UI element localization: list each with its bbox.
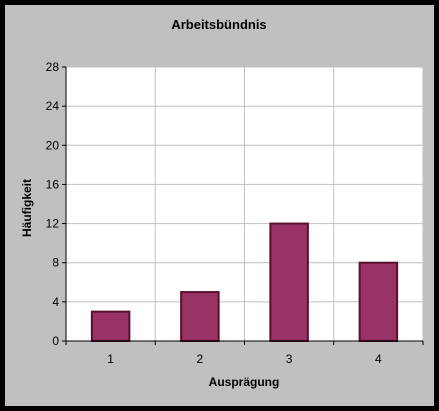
bar-1 bbox=[90, 310, 131, 342]
x-tick-labels: 1 2 3 4 bbox=[107, 352, 382, 366]
y-tick-label: 4 bbox=[52, 295, 59, 309]
x-tick-label: 2 bbox=[197, 352, 204, 366]
y-tick-label: 28 bbox=[46, 60, 60, 74]
y-tick-label: 16 bbox=[46, 177, 60, 191]
x-axis-title: Ausprägung bbox=[209, 375, 280, 389]
y-tick-label: 0 bbox=[52, 334, 59, 348]
bar-4 bbox=[358, 261, 399, 343]
y-tick-label: 8 bbox=[52, 256, 59, 270]
bar-2 bbox=[180, 291, 220, 343]
bar-layer bbox=[90, 222, 399, 343]
y-tick-label: 20 bbox=[46, 138, 60, 152]
y-tick-label: 12 bbox=[46, 217, 60, 231]
y-tick-labels: 0 4 8 12 16 20 24 28 bbox=[46, 60, 60, 348]
y-tick-label: 24 bbox=[46, 99, 60, 113]
chart-title: Arbeitsbündnis bbox=[171, 17, 266, 32]
x-tick-label: 3 bbox=[286, 352, 293, 366]
axis-layer bbox=[62, 66, 424, 345]
x-tick-label: 1 bbox=[107, 352, 114, 366]
bar-3 bbox=[269, 222, 309, 342]
grid-layer bbox=[66, 66, 424, 341]
y-axis-title: Häufigkeit bbox=[20, 179, 34, 237]
x-tick-label: 4 bbox=[375, 352, 382, 366]
